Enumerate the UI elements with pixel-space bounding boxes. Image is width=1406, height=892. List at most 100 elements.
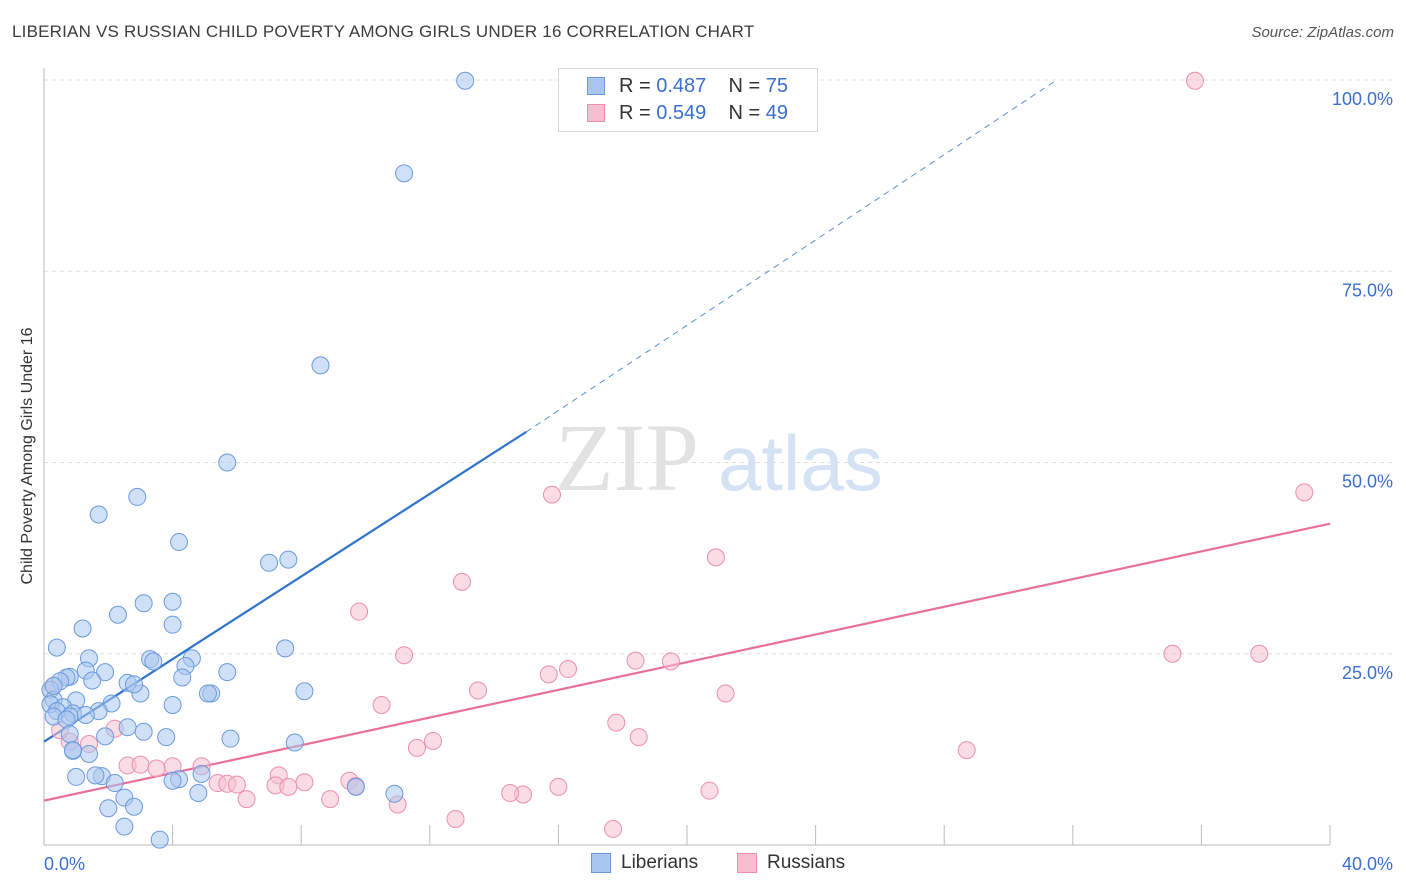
liberians-point xyxy=(218,453,237,472)
liberians-point xyxy=(395,164,414,183)
liberians-point xyxy=(96,663,115,682)
russians-point xyxy=(539,665,558,684)
liberians-point xyxy=(163,615,182,634)
liberians-swatch xyxy=(587,77,605,95)
liberians-point xyxy=(157,728,176,747)
liberians-point xyxy=(83,671,102,690)
liberians-point xyxy=(385,784,404,803)
liberians-point xyxy=(150,830,169,849)
liberians-point xyxy=(218,663,237,682)
russians-point xyxy=(227,775,246,794)
y-tick-label: 25.0% xyxy=(1342,663,1393,683)
liberians-point xyxy=(163,771,182,790)
liberians-point xyxy=(86,766,105,785)
liberians-point xyxy=(60,725,79,744)
liberians-point xyxy=(198,684,217,703)
russians-point xyxy=(626,651,645,670)
liberians-point xyxy=(57,710,76,729)
liberians-trendline xyxy=(43,430,527,743)
russians-point xyxy=(131,755,150,774)
liberians-point xyxy=(189,783,208,802)
russians-point xyxy=(446,809,465,828)
liberians-point xyxy=(44,676,63,695)
russians-n-value: 49 xyxy=(765,102,789,124)
liberians-point xyxy=(67,767,86,786)
liberians-point xyxy=(221,729,240,748)
russians-r-value: 0.549 xyxy=(656,102,707,124)
russians-point xyxy=(147,759,166,778)
liberians-point xyxy=(260,553,279,572)
axes xyxy=(43,68,1331,846)
x-tick-label: 40.0% xyxy=(1342,854,1393,874)
russians-point xyxy=(957,741,976,760)
tick-labels: 25.0% 50.0% 75.0% 100.0% 0.0% 40.0% xyxy=(44,89,1393,874)
liberians-point xyxy=(115,817,134,836)
russians-point xyxy=(372,696,391,715)
liberians-point xyxy=(456,71,475,90)
liberians-r-label: R = xyxy=(619,75,657,97)
russians-legend-swatch xyxy=(737,853,757,873)
liberians-point xyxy=(125,797,144,816)
russians-legend-label: Russians xyxy=(767,852,846,873)
russians-point xyxy=(424,731,443,750)
liberians-point xyxy=(311,356,330,375)
liberians-point xyxy=(73,619,92,638)
y-tick-label: 75.0% xyxy=(1342,280,1393,300)
liberians-point xyxy=(89,505,108,524)
russians-point xyxy=(716,684,735,703)
russians-point xyxy=(452,572,471,591)
y-tick-label: 50.0% xyxy=(1342,472,1393,492)
liberians-point xyxy=(163,592,182,611)
russians-point xyxy=(1250,644,1269,663)
liberians-point xyxy=(134,594,153,613)
liberians-legend-swatch xyxy=(591,853,611,873)
liberians-n-value: 75 xyxy=(765,75,789,97)
x-tick-label: 0.0% xyxy=(44,854,85,874)
russians-point xyxy=(559,660,578,679)
liberians-point xyxy=(99,799,118,818)
russians-point xyxy=(661,652,680,671)
russians-point xyxy=(629,728,648,747)
liberians-point xyxy=(170,533,189,552)
liberians-point xyxy=(285,733,304,752)
chart-title: LIBERIAN VS RUSSIAN CHILD POVERTY AMONG … xyxy=(12,22,755,41)
russians-point xyxy=(542,485,561,504)
liberians-point xyxy=(276,639,295,658)
russians-trendline xyxy=(43,522,1331,802)
chart-source: Source: ZipAtlas.com xyxy=(1251,24,1394,41)
russians-point xyxy=(395,646,414,665)
russians-point xyxy=(350,602,369,621)
liberians-point xyxy=(125,675,144,694)
liberians-n-label: N = xyxy=(728,75,766,97)
liberians-legend-label: Liberians xyxy=(621,852,699,873)
russians-point xyxy=(604,819,623,838)
russians-point xyxy=(295,773,314,792)
russians-point xyxy=(700,781,719,800)
liberians-trendline-extension xyxy=(525,79,1058,433)
liberians-point xyxy=(128,487,147,506)
liberians-point xyxy=(47,638,66,657)
series-liberians xyxy=(41,71,475,849)
russians-point xyxy=(607,713,626,732)
liberians-point xyxy=(346,777,365,796)
liberians-point xyxy=(144,652,163,671)
liberians-point xyxy=(80,744,99,763)
liberians-point xyxy=(105,774,124,793)
russians-point xyxy=(279,777,298,796)
liberians-point xyxy=(295,682,314,701)
russians-point xyxy=(469,681,488,700)
russians-point xyxy=(706,548,725,567)
russians-r-label: R = xyxy=(619,102,657,124)
russians-point xyxy=(1295,483,1314,502)
gridlines xyxy=(44,79,1392,655)
russians-point xyxy=(1163,644,1182,663)
russians-point xyxy=(237,790,256,809)
liberians-r-value: 0.487 xyxy=(656,75,707,97)
russians-point xyxy=(1185,71,1204,90)
liberians-point xyxy=(118,718,137,737)
watermark-zip: ZIP xyxy=(555,404,699,511)
russians-swatch xyxy=(587,104,605,122)
liberians-point xyxy=(173,668,192,687)
russians-n-label: N = xyxy=(728,102,766,124)
